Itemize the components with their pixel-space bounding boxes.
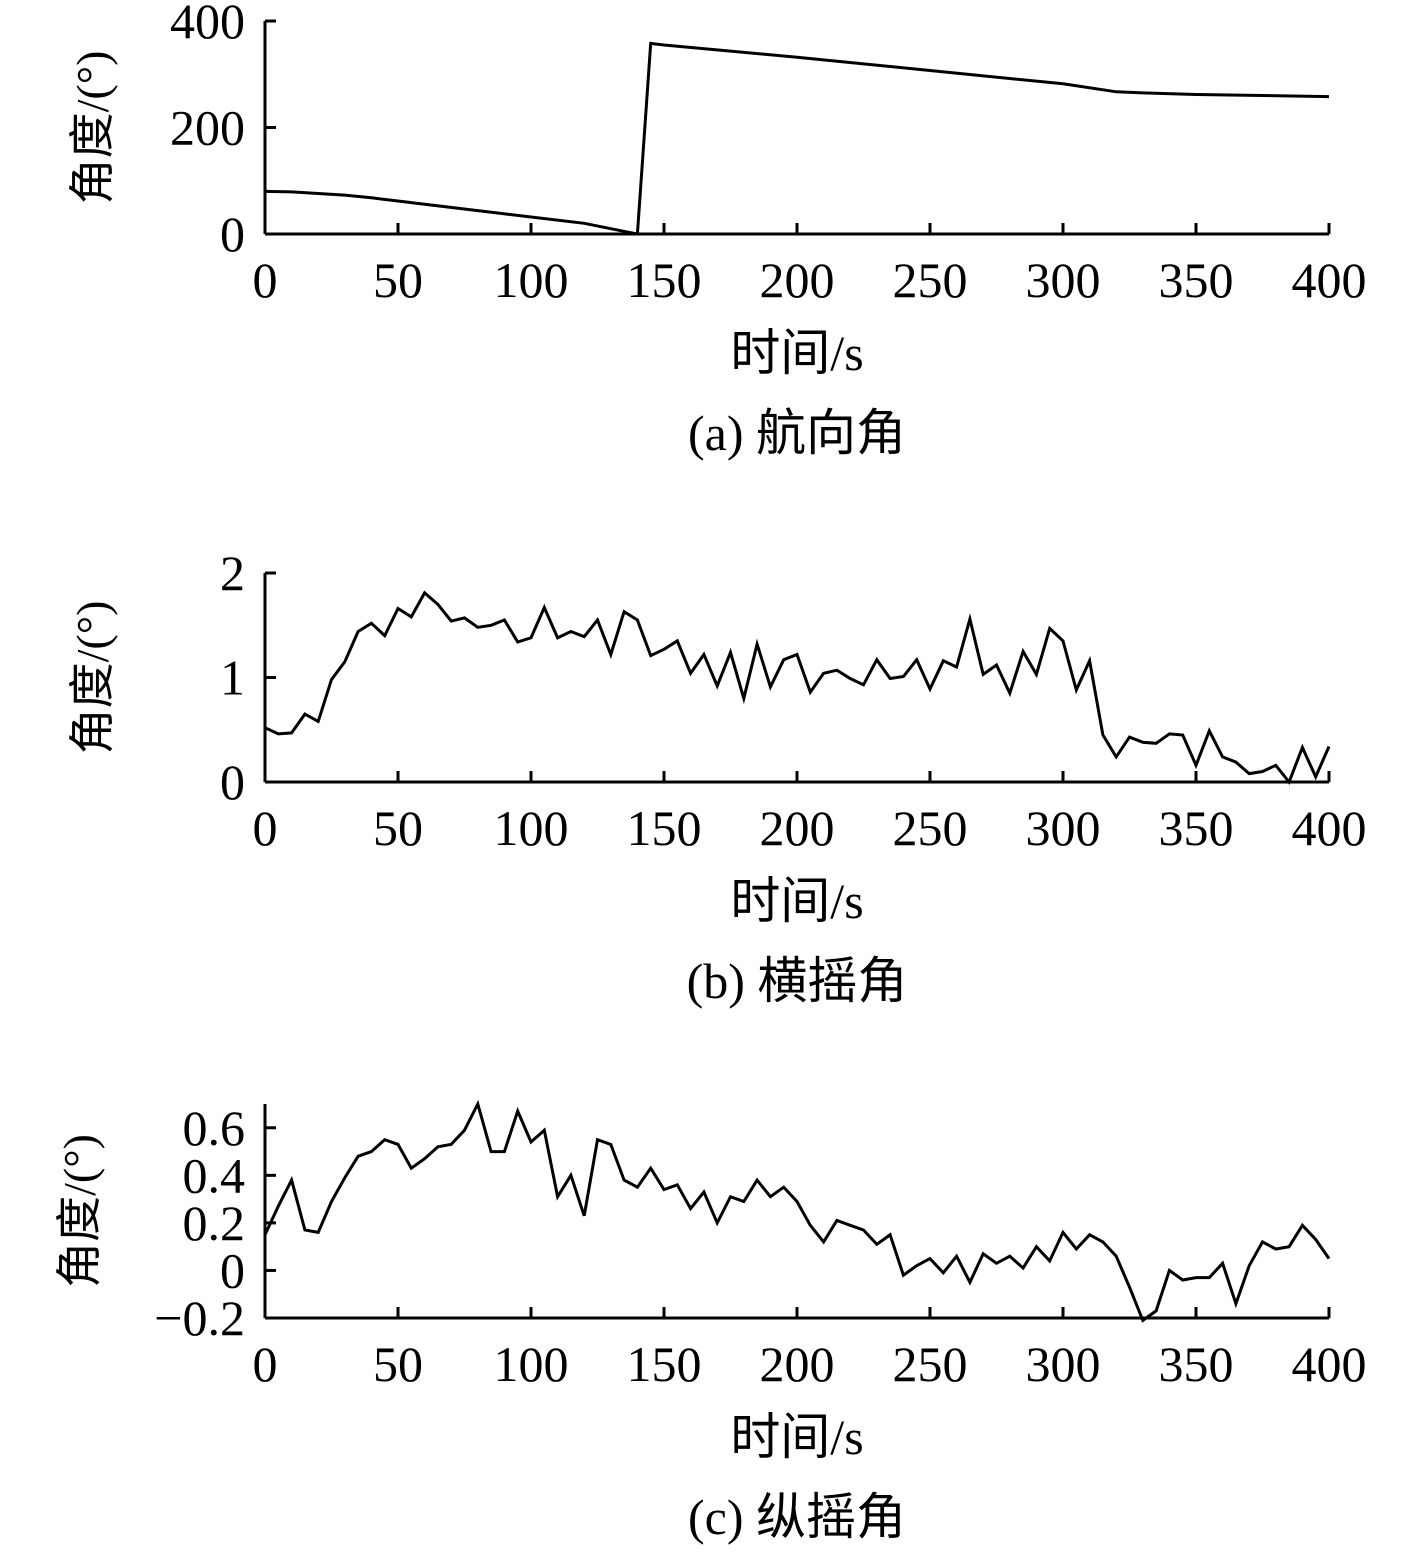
x-tick-label: 50 bbox=[373, 252, 423, 308]
chart-caption: (b) 横摇角 bbox=[687, 953, 908, 1009]
x-tick-label: 350 bbox=[1159, 252, 1234, 308]
x-tick-label: 300 bbox=[1026, 252, 1101, 308]
x-tick-label: 350 bbox=[1159, 1336, 1234, 1392]
x-tick-label: 200 bbox=[760, 252, 835, 308]
chart-a: 0 50 100 150 200 250 300 350 400 0 200 400 时间/s (a) 航… bbox=[67, 0, 1367, 461]
x-tick-label: 400 bbox=[1292, 1336, 1367, 1392]
x-tick-label: 50 bbox=[373, 800, 423, 856]
x-tick-label: 150 bbox=[627, 800, 702, 856]
y-tick-label: −0.2 bbox=[154, 1290, 245, 1346]
x-tick-label: 250 bbox=[893, 252, 968, 308]
series-line bbox=[263, 1099, 1331, 1323]
y-tick-label: 0 bbox=[220, 754, 245, 810]
x-tick-label: 0 bbox=[253, 252, 278, 308]
x-tick-label: 50 bbox=[373, 1336, 423, 1392]
y-tick-label: 0 bbox=[220, 1242, 245, 1298]
x-tick-label: 300 bbox=[1026, 1336, 1101, 1392]
x-tick-label: 400 bbox=[1292, 252, 1367, 308]
x-tick-label: 400 bbox=[1292, 800, 1367, 856]
y-axis-label: 角度/(°) bbox=[54, 1134, 105, 1288]
series-line bbox=[264, 41, 1330, 236]
x-axis-label: 时间/s bbox=[730, 873, 863, 929]
series-line bbox=[264, 590, 1331, 785]
x-tick-label: 350 bbox=[1159, 800, 1234, 856]
y-tick-label: 0.6 bbox=[183, 1100, 246, 1156]
y-tick-label: 2 bbox=[220, 545, 245, 601]
chart-b: 0 50 100 150 200 250 300 350 400 0 1 2 时间/s (b) 横摇角 角度… bbox=[67, 545, 1367, 1009]
y-tick-label: 0.2 bbox=[183, 1195, 246, 1251]
x-tick-label: 0 bbox=[253, 1336, 278, 1392]
y-tick-label: 200 bbox=[170, 100, 245, 156]
x-axis-label: 时间/s bbox=[730, 1409, 863, 1465]
x-tick-label: 100 bbox=[494, 252, 569, 308]
x-tick-label: 100 bbox=[494, 1336, 569, 1392]
x-axis-label: 时间/s bbox=[730, 325, 863, 381]
y-tick-label: 1 bbox=[220, 650, 245, 706]
chart-caption: (c) 纵摇角 bbox=[688, 1489, 906, 1545]
x-tick-label: 200 bbox=[760, 800, 835, 856]
y-tick-label: 0 bbox=[220, 206, 245, 262]
x-tick-label: 150 bbox=[627, 252, 702, 308]
x-tick-label: 300 bbox=[1026, 800, 1101, 856]
chart-caption: (a) 航向角 bbox=[688, 405, 906, 461]
y-axis-label: 角度/(°) bbox=[67, 51, 118, 205]
y-tick-label: 400 bbox=[170, 0, 245, 49]
x-tick-label: 0 bbox=[253, 800, 278, 856]
y-tick-label: 0.4 bbox=[183, 1147, 246, 1203]
y-axis-label: 角度/(°) bbox=[67, 601, 118, 755]
x-tick-label: 100 bbox=[494, 800, 569, 856]
x-tick-label: 200 bbox=[760, 1336, 835, 1392]
x-tick-label: 150 bbox=[627, 1336, 702, 1392]
chart-c: 0 50 100 150 200 250 300 350 400−0.200.20.40.6时间… bbox=[54, 1100, 1367, 1545]
x-tick-label: 250 bbox=[893, 1336, 968, 1392]
x-tick-label: 250 bbox=[893, 800, 968, 856]
